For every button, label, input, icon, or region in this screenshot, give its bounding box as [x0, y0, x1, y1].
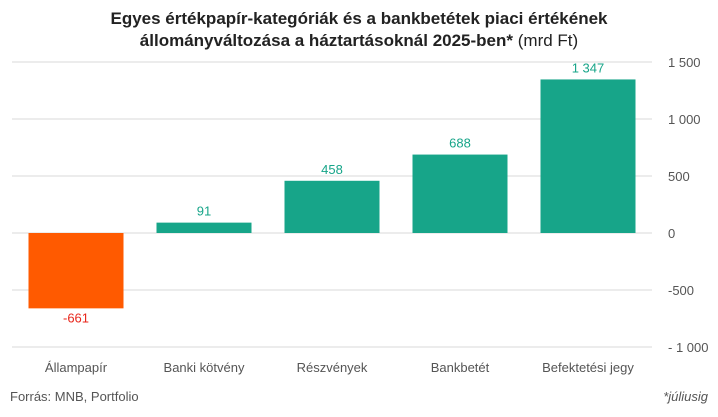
source-note: Forrás: MNB, Portfolio	[10, 389, 139, 404]
y-tick-label: 0	[668, 226, 675, 241]
x-category-label: Részvények	[297, 360, 368, 375]
chart-title-line2: állományváltozása a háztartásoknál 2025-…	[0, 30, 718, 52]
data-label: 458	[321, 162, 343, 177]
chart-title-line2-main: állományváltozása a háztartásoknál 2025-…	[139, 31, 514, 50]
x-category-label: Bankbetét	[431, 360, 490, 375]
x-category-label: Befektetési jegy	[542, 360, 634, 375]
x-category-label: Banki kötvény	[164, 360, 245, 375]
y-tick-label: -500	[668, 283, 694, 298]
y-tick-label: 500	[668, 169, 690, 184]
bar	[540, 79, 636, 233]
bar	[284, 180, 380, 233]
bar	[156, 222, 252, 233]
y-tick-label: - 1 000	[668, 340, 708, 355]
chart-title: Egyes értékpapír-kategóriák és a bankbet…	[0, 8, 718, 52]
data-label: 688	[449, 136, 471, 151]
x-category-label: Állampapír	[45, 360, 108, 375]
chart-title-unit: (mrd Ft)	[513, 31, 579, 50]
y-tick-label: 1 000	[668, 112, 701, 127]
data-label: 1 347	[572, 60, 605, 75]
data-label: 91	[197, 204, 211, 219]
bar	[412, 154, 508, 233]
data-label: -661	[63, 310, 89, 325]
bar	[28, 233, 124, 309]
footnote: *júliusig	[663, 389, 708, 404]
y-tick-label: 1 500	[668, 55, 701, 70]
chart-title-line1: Egyes értékpapír-kategóriák és a bankbet…	[110, 9, 608, 28]
